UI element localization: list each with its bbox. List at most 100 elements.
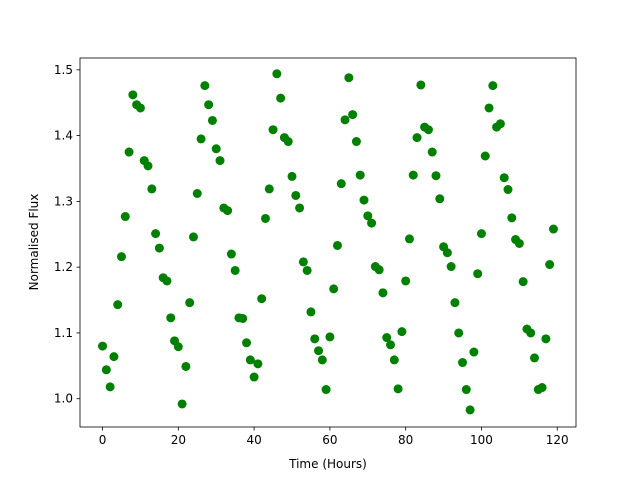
point	[196, 134, 206, 144]
x-tick-label: 80	[398, 433, 413, 447]
y-axis-label: Normalised Flux	[27, 194, 41, 291]
point	[454, 328, 464, 338]
point	[295, 203, 305, 213]
point	[283, 137, 293, 147]
point	[306, 307, 316, 317]
point	[545, 260, 555, 270]
point	[128, 90, 138, 100]
point	[431, 171, 441, 181]
point	[113, 300, 123, 310]
point	[336, 179, 346, 189]
point	[257, 294, 267, 304]
x-tick-label: 40	[246, 433, 261, 447]
point	[382, 333, 392, 343]
point	[223, 206, 233, 216]
point	[109, 352, 119, 362]
point	[101, 365, 111, 375]
point	[503, 185, 513, 195]
point	[264, 184, 274, 194]
point	[204, 100, 214, 110]
point	[188, 232, 198, 242]
y-tick-label: 1.1	[54, 326, 73, 340]
point	[162, 276, 172, 286]
point	[469, 347, 479, 357]
point	[200, 81, 210, 91]
point	[541, 334, 551, 344]
point	[423, 125, 433, 135]
point	[507, 213, 517, 223]
point	[473, 269, 483, 279]
point	[181, 361, 191, 371]
point	[340, 115, 350, 125]
point	[314, 346, 324, 356]
point	[177, 399, 187, 409]
point	[173, 342, 183, 352]
x-tick-label: 0	[99, 433, 107, 447]
point	[253, 359, 263, 369]
point	[272, 69, 282, 79]
point	[416, 80, 426, 90]
point	[242, 338, 252, 348]
x-tick-label: 120	[546, 433, 569, 447]
point	[325, 332, 335, 342]
point	[116, 252, 126, 262]
point	[268, 125, 278, 135]
point	[348, 110, 358, 120]
point	[408, 170, 418, 180]
x-tick-label: 20	[171, 433, 186, 447]
point	[465, 405, 475, 415]
point	[404, 234, 414, 244]
point	[321, 385, 331, 395]
point	[548, 224, 558, 234]
point	[359, 195, 369, 205]
point	[442, 248, 452, 258]
point	[518, 277, 528, 287]
point	[260, 213, 270, 223]
point	[124, 147, 134, 157]
point	[291, 190, 301, 200]
point	[461, 385, 471, 395]
point	[537, 383, 547, 393]
point	[298, 257, 308, 267]
point	[367, 218, 377, 228]
point	[427, 147, 437, 157]
point	[276, 93, 286, 103]
point	[105, 382, 115, 392]
point	[287, 171, 297, 181]
point	[151, 229, 161, 239]
point	[446, 262, 456, 272]
point	[389, 355, 399, 365]
point	[374, 265, 384, 275]
point	[458, 358, 468, 368]
point	[397, 327, 407, 337]
point	[484, 103, 494, 113]
x-axis-label: Time (Hours)	[288, 457, 367, 471]
point	[401, 276, 411, 286]
point	[351, 137, 361, 147]
point	[317, 355, 327, 365]
point	[495, 119, 505, 129]
plot-frame	[79, 57, 577, 428]
point	[249, 372, 259, 382]
point	[207, 115, 217, 125]
y-tick-label: 1.4	[54, 129, 73, 143]
point	[435, 194, 445, 204]
point	[488, 81, 498, 91]
y-tick-label: 1.2	[54, 260, 73, 274]
point	[499, 173, 509, 183]
point	[226, 249, 236, 259]
point	[310, 334, 320, 344]
point	[476, 229, 486, 239]
point	[135, 103, 145, 113]
point	[530, 353, 540, 363]
point	[302, 265, 312, 275]
point	[185, 298, 195, 308]
point	[154, 243, 164, 253]
point	[120, 212, 130, 222]
x-tick-label: 60	[322, 433, 337, 447]
point	[238, 313, 248, 323]
point	[166, 313, 176, 323]
point	[386, 340, 396, 350]
